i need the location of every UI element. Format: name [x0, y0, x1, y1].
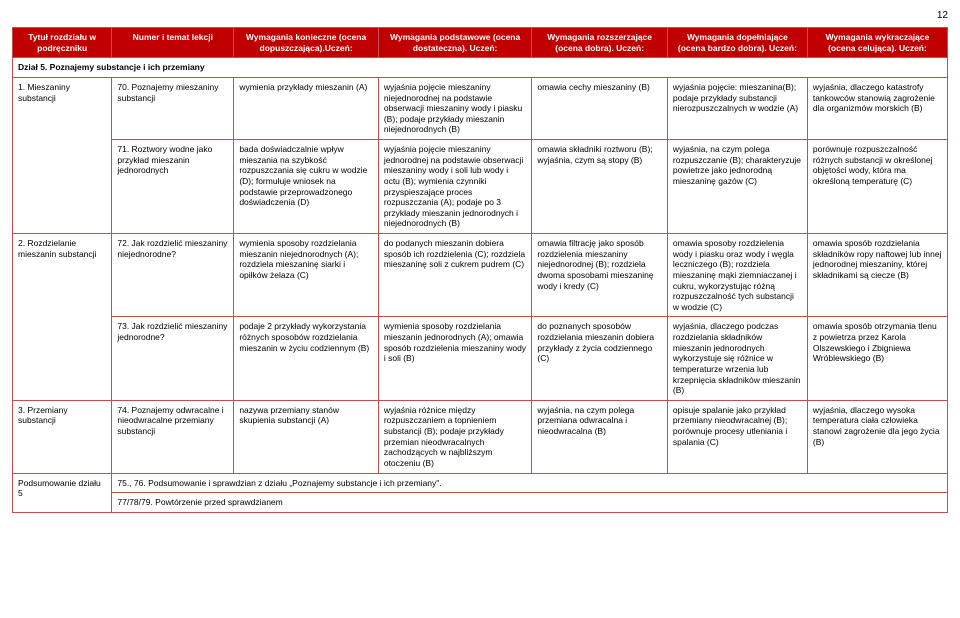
req-cell: porównuje rozpuszczalność różnych substa… [807, 140, 947, 234]
req-cell: bada doświadczalnie wpływ mieszania na s… [234, 140, 379, 234]
lesson-cell: 71. Roztwory wodne jako przykład mieszan… [112, 140, 234, 234]
summary-row-1: Podsumowanie działu 5 75., 76. Podsumowa… [13, 473, 948, 493]
req-cell: wymienia sposoby rozdzielania mieszanin … [234, 234, 379, 317]
req-cell: opisuje spalanie jako przykład przemiany… [667, 400, 807, 473]
req-cell: wyjaśnia, dlaczego katastrofy tankowców … [807, 77, 947, 139]
req-cell: omawia sposoby rozdzielenia wody i piask… [667, 234, 807, 317]
header-col-2: Wymagania konieczne (ocena dopuszczająca… [234, 28, 379, 58]
req-cell: wyjaśnia pojęcie: mieszanina(B); podaje … [667, 77, 807, 139]
summary-row-2: 77/78/79. Powtórzenie przed sprawdzianem [13, 493, 948, 513]
req-cell: omawia składniki roztworu (B); wyjaśnia,… [532, 140, 668, 234]
req-cell: wyjaśnia, dlaczego wysoka temperatura ci… [807, 400, 947, 473]
req-cell: wyjaśnia, na czym polega przemiana odwra… [532, 400, 668, 473]
summary-cell: 77/78/79. Powtórzenie przed sprawdzianem [112, 493, 948, 513]
req-cell: omawia filtrację jako sposób rozdzieleni… [532, 234, 668, 317]
lesson-cell: 73. Jak rozdzielić mieszaniny jednorodne… [112, 317, 234, 400]
summary-topic: Podsumowanie działu 5 [13, 473, 112, 512]
req-cell: omawia cechy mieszaniny (B) [532, 77, 668, 139]
table-row: 1. Mieszaniny substancji 70. Poznajemy m… [13, 77, 948, 139]
req-cell: wyjaśnia różnice między rozpuszczaniem a… [378, 400, 532, 473]
topic-cell: 3. Przemiany substancji [13, 400, 112, 473]
table-row: 73. Jak rozdzielić mieszaniny jednorodne… [13, 317, 948, 400]
header-col-4: Wymagania rozszerzające (ocena dobra). U… [532, 28, 668, 58]
lesson-cell: 70. Poznajemy mieszaniny substancji [112, 77, 234, 139]
header-col-1: Numer i temat lekcji [112, 28, 234, 58]
section-title-row: Dział 5. Poznajemy substancje i ich prze… [13, 58, 948, 78]
req-cell: do podanych mieszanin dobiera sposób ich… [378, 234, 532, 317]
table-row: 2. Rozdzielanie mieszanin substancji 72.… [13, 234, 948, 317]
header-col-6: Wymagania wykraczające (ocena celująca).… [807, 28, 947, 58]
lesson-cell: 72. Jak rozdzielić mieszaniny niejednoro… [112, 234, 234, 317]
page-number: 12 [12, 10, 948, 21]
topic-cell: 2. Rozdzielanie mieszanin substancji [13, 234, 112, 401]
req-cell: wymienia sposoby rozdzielania mieszanin … [378, 317, 532, 400]
req-cell: podaje 2 przykłady wykorzystania różnych… [234, 317, 379, 400]
summary-cell: 75., 76. Podsumowanie i sprawdzian z dzi… [112, 473, 948, 493]
req-cell: omawia sposób otrzymania tlenu z powietr… [807, 317, 947, 400]
req-cell: omawia sposób rozdzielania składników ro… [807, 234, 947, 317]
req-cell: do poznanych sposobów rozdzielania miesz… [532, 317, 668, 400]
header-col-3: Wymagania podstawowe (ocena dostateczna)… [378, 28, 532, 58]
req-cell: wyjaśnia pojęcie mieszaniny jednorodnej … [378, 140, 532, 234]
lesson-cell: 74. Poznajemy odwracalne i nieodwracalne… [112, 400, 234, 473]
header-row: Tytuł rozdziału w podręczniku Numer i te… [13, 28, 948, 58]
requirements-table: Tytuł rozdziału w podręczniku Numer i te… [12, 27, 948, 513]
req-cell: wymienia przykłady mieszanin (A) [234, 77, 379, 139]
topic-cell: 1. Mieszaniny substancji [13, 77, 112, 233]
header-col-0: Tytuł rozdziału w podręczniku [13, 28, 112, 58]
table-row: 71. Roztwory wodne jako przykład mieszan… [13, 140, 948, 234]
req-cell: wyjaśnia pojęcie mieszaniny niejednorodn… [378, 77, 532, 139]
req-cell: wyjaśnia, dlaczego podczas rozdzielania … [667, 317, 807, 400]
req-cell: wyjaśnia, na czym polega rozpuszczanie (… [667, 140, 807, 234]
section-title: Dział 5. Poznajemy substancje i ich prze… [13, 58, 948, 78]
req-cell: nazywa przemiany stanów skupienia substa… [234, 400, 379, 473]
header-col-5: Wymagania dopełniające (ocena bardzo dob… [667, 28, 807, 58]
table-row: 3. Przemiany substancji 74. Poznajemy od… [13, 400, 948, 473]
